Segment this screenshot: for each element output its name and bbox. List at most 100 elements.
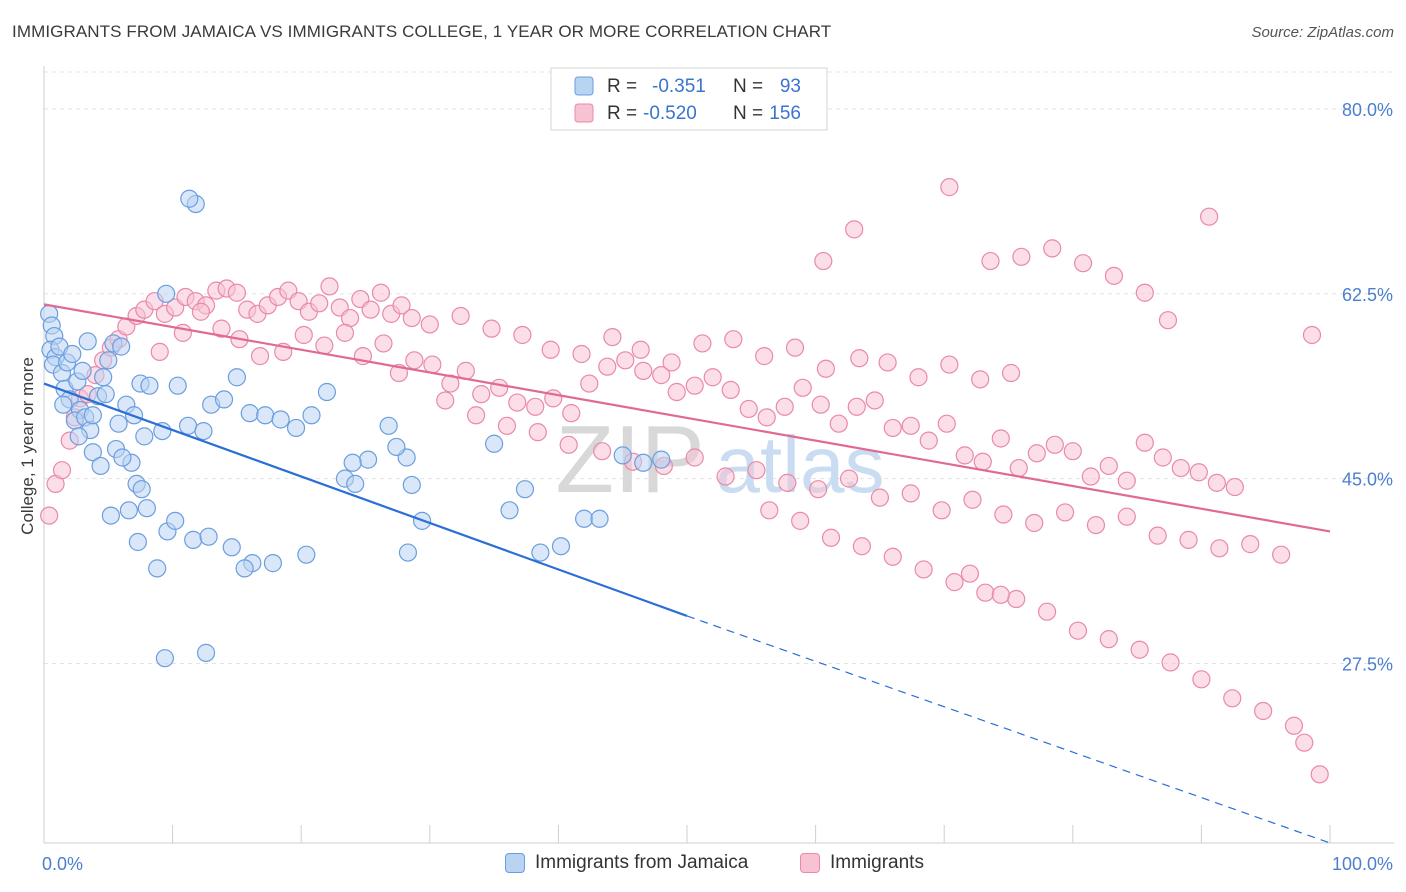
scatter-point [374,334,393,353]
x-tick-label: 100.0% [1332,854,1393,874]
scatter-point [551,537,571,556]
scatter-point [976,583,995,602]
scatter-point [1189,463,1208,482]
scatter-point [1073,254,1093,273]
legend-item-jamaica: Immigrants from Jamaica [505,852,748,874]
scatter-point [485,434,504,453]
scatter-point [814,251,833,271]
scatter-point [361,300,380,319]
scatter-point [402,475,421,495]
scatter-point [78,332,97,351]
scatter-point [1310,765,1329,784]
scatter-point [1148,526,1167,545]
scatter-point [119,501,138,520]
chart-title: IMMIGRANTS FROM JAMAICA VS IMMIGRANTS CO… [12,22,832,41]
scatter-point [1025,513,1044,533]
scatter-point [302,406,321,425]
scatter-point [490,378,509,397]
scatter-point [148,559,167,578]
scatter-point [541,340,560,359]
scatter-point [191,302,210,321]
scatter-point [685,448,704,467]
scatter-point [482,319,501,338]
scatter-point [960,564,980,583]
scatter-point [1210,539,1229,558]
scatter-point [667,382,686,402]
scatter-point [166,511,185,530]
scatter-point [196,643,216,662]
stats-r-value: -0.520 [643,103,697,124]
scatter-point [778,473,797,492]
scatter-point [199,527,218,546]
scatter-point [1001,363,1021,383]
scatter-point [69,427,88,446]
stats-n-label: N = [733,103,763,124]
scatter-point [194,421,213,441]
scatter-point [112,337,131,356]
scatter-point [528,423,547,442]
scatter-point [1117,507,1136,526]
scatter-point [1302,325,1322,345]
scatter-point [616,351,635,370]
scatter-point [1099,456,1118,476]
scatter-point [256,406,275,425]
scatter-point [343,453,362,472]
scatter-point [1284,716,1304,735]
scatter-point [214,390,234,409]
scatter-point [1272,545,1291,564]
scatter-point [1171,458,1190,478]
scatter-point [405,351,424,370]
scatter-point [883,547,902,566]
scatter-point [816,359,835,378]
scatter-point [593,442,612,461]
scatter-point [91,456,110,476]
trend-line-extension-blue [686,615,1331,844]
scatter-point [222,538,241,557]
scatter-point [398,543,418,562]
scatter-point [54,395,73,414]
scatter-point [955,446,974,465]
scatter-point [991,429,1010,448]
scatter-point [423,355,442,374]
scatter-point [1192,670,1211,689]
scatter-point [945,573,964,592]
stats-legend: R = -0.351 N = 93 R = -0.520 N = 156 [550,67,828,131]
scatter-point [901,484,920,503]
scatter-point [1027,444,1046,463]
axes [43,66,1394,844]
scatter-point [1012,247,1031,266]
stats-n-value: 93 [780,76,801,97]
scatter-point [1081,467,1100,486]
scatter-point [472,385,491,404]
scatter-point [821,528,841,547]
scatter-point [1007,589,1026,609]
scatter-point [132,480,151,499]
scatter-point [263,554,283,573]
scatter-point [1207,473,1226,492]
scatter-point [572,344,591,364]
stats-r-label: R = [607,103,637,124]
scatter-point [963,490,982,509]
scatter-point [128,532,147,552]
scatter-point [526,397,545,416]
scatter-point [157,284,176,303]
scatter-point [1086,515,1106,535]
scatter-point [235,559,254,578]
scatter-point [631,340,650,359]
scatter-point [878,353,897,372]
scatter-point [634,361,653,380]
scatter-point [981,251,1000,271]
scatter-point [113,448,132,467]
legend-swatch-blue [505,853,525,873]
scatter-point [346,474,365,494]
scatter-point [883,418,902,438]
scatter-point [1295,733,1314,752]
scatter-point [155,649,174,668]
scatter-point [99,351,118,370]
scatter-point [652,450,671,469]
y-tick-label: 80.0% [1342,100,1393,120]
scatter-point [1104,266,1124,285]
scatter-point [1179,530,1198,549]
legend-label-jamaica: Immigrants from Jamaica [535,852,749,873]
scatter-point [839,469,859,488]
